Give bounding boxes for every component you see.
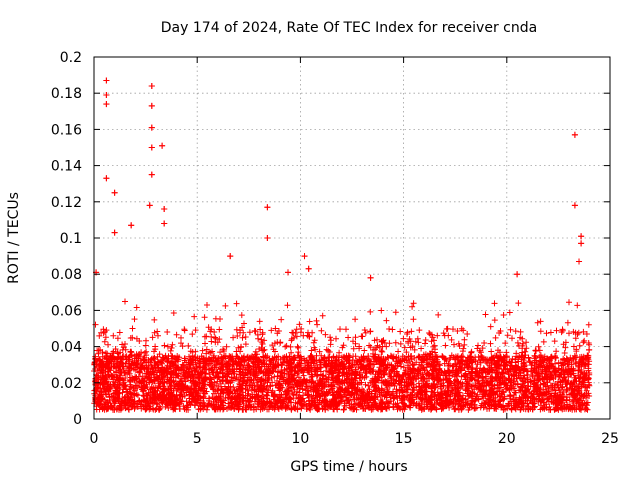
outlier-point-3 bbox=[103, 175, 110, 182]
outlier-point-12 bbox=[146, 202, 153, 209]
x-tick-label: 25 bbox=[601, 431, 619, 447]
y-tick-label: 0.08 bbox=[51, 267, 82, 283]
outlier-point-21 bbox=[285, 269, 292, 276]
outlier-point-23 bbox=[514, 271, 521, 278]
outlier-point-19 bbox=[301, 253, 308, 260]
data-points bbox=[91, 77, 593, 413]
chart-title: Day 174 of 2024, Rate Of TEC Index for r… bbox=[161, 20, 537, 36]
y-tick-label: 0.2 bbox=[60, 50, 82, 66]
outlier-point-14 bbox=[161, 206, 168, 213]
x-tick-label: 20 bbox=[498, 431, 516, 447]
x-tick-label: 5 bbox=[193, 431, 202, 447]
x-tick-label: 15 bbox=[395, 431, 413, 447]
outlier-point-26 bbox=[578, 233, 585, 240]
roti-point-markers bbox=[91, 77, 593, 413]
x-tick-label: 0 bbox=[90, 431, 99, 447]
outlier-point-28 bbox=[576, 258, 583, 265]
y-tick-label: 0.16 bbox=[51, 122, 82, 138]
outlier-point-2 bbox=[103, 101, 110, 108]
outlier-point-27 bbox=[578, 240, 585, 247]
x-tick-label: 10 bbox=[291, 431, 309, 447]
outlier-point-17 bbox=[264, 235, 271, 241]
outlier-point-5 bbox=[111, 229, 118, 236]
y-tick-labels: 0 0.02 0.04 0.06 0.08 0.1 0.12 0.14 0.16 0.18 0.2 bbox=[51, 50, 82, 428]
y-tick-label: 0.04 bbox=[51, 340, 82, 356]
outlier-point-8 bbox=[148, 102, 155, 109]
x-axis-label: GPS time / hours bbox=[290, 459, 407, 475]
outlier-point-16 bbox=[264, 204, 271, 211]
outlier-point-11 bbox=[148, 171, 155, 178]
outlier-point-6 bbox=[128, 222, 135, 229]
outlier-point-4 bbox=[111, 189, 118, 196]
outlier-point-7 bbox=[148, 82, 155, 89]
outlier-point-20 bbox=[305, 265, 312, 272]
x-tick-labels: 0 5 10 15 20 25 bbox=[90, 431, 619, 447]
outlier-point-25 bbox=[571, 202, 578, 209]
y-axis-label: ROTI / TECUs bbox=[6, 192, 22, 284]
outlier-point-15 bbox=[161, 220, 168, 227]
y-tick-label: 0.14 bbox=[51, 159, 82, 175]
outlier-point-9 bbox=[148, 124, 155, 131]
y-tick-label: 0.18 bbox=[51, 86, 82, 102]
y-tick-label: 0.12 bbox=[51, 195, 82, 211]
y-tick-label: 0.06 bbox=[51, 303, 82, 319]
outlier-point-1 bbox=[103, 92, 110, 99]
outlier-point-18 bbox=[227, 253, 234, 260]
axis-ticks bbox=[93, 56, 611, 420]
outlier-point-13 bbox=[159, 142, 166, 149]
outlier-point-24 bbox=[571, 131, 578, 138]
y-tick-label: 0 bbox=[73, 412, 82, 428]
outlier-point-22 bbox=[367, 274, 374, 281]
outlier-point-10 bbox=[148, 144, 155, 151]
outlier-point-0 bbox=[103, 77, 110, 84]
y-tick-label: 0.02 bbox=[51, 376, 82, 392]
y-tick-label: 0.1 bbox=[60, 231, 82, 247]
